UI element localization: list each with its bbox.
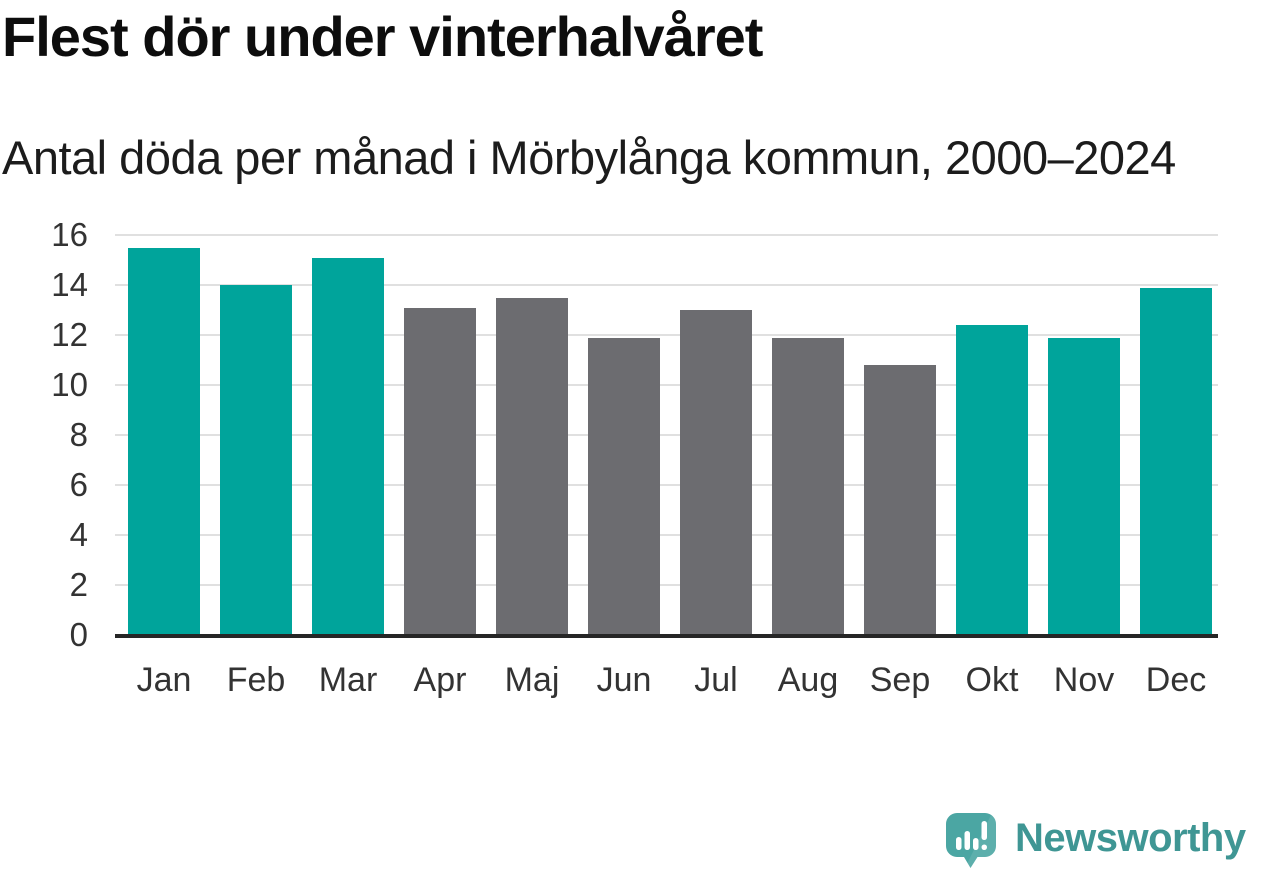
bar-jun bbox=[588, 337, 660, 635]
x-axis-line bbox=[115, 634, 1218, 638]
bar-sep bbox=[864, 365, 936, 635]
y-axis-tick-label: 0 bbox=[69, 616, 88, 653]
newsworthy-bubble-bar-chart-icon bbox=[946, 813, 996, 868]
y-axis-tick-label: 14 bbox=[51, 266, 88, 303]
newsworthy-logo: Newsworthy bbox=[945, 812, 1246, 870]
gridline bbox=[115, 534, 1218, 536]
bar-dec bbox=[1140, 287, 1212, 635]
bar-jan bbox=[128, 247, 200, 635]
y-axis-tick-label: 12 bbox=[51, 316, 88, 353]
y-axis-tick-label: 10 bbox=[51, 366, 88, 403]
gridline bbox=[115, 234, 1218, 236]
gridline bbox=[115, 384, 1218, 386]
gridline bbox=[115, 584, 1218, 586]
bar-mar bbox=[312, 257, 384, 635]
y-axis-tick-label: 4 bbox=[69, 516, 88, 553]
x-axis-label-maj: Maj bbox=[504, 661, 560, 699]
gridline bbox=[115, 484, 1218, 486]
chart-subtitle: Antal döda per månad i Mörbylånga kommun… bbox=[2, 131, 1176, 184]
chart-title: Flest dör under vinterhalvåret bbox=[2, 5, 763, 68]
bar-feb bbox=[220, 285, 292, 635]
x-axis-label-aug: Aug bbox=[777, 661, 839, 699]
x-axis-label-jul: Jul bbox=[694, 661, 738, 699]
y-axis-tick-label: 2 bbox=[69, 566, 88, 603]
x-axis-label-okt: Okt bbox=[965, 661, 1019, 699]
x-axis-label-sep: Sep bbox=[869, 661, 931, 699]
x-axis-label-nov: Nov bbox=[1053, 661, 1115, 699]
bar-nov bbox=[1048, 337, 1120, 635]
gridline bbox=[115, 334, 1218, 336]
x-axis-label-feb: Feb bbox=[226, 661, 286, 699]
gridline bbox=[115, 434, 1218, 436]
bar-apr bbox=[404, 307, 476, 635]
bar-okt bbox=[956, 325, 1028, 635]
y-axis-tick-label: 8 bbox=[69, 416, 88, 453]
x-axis-label-mar: Mar bbox=[318, 661, 378, 699]
x-axis-label-apr: Apr bbox=[413, 661, 467, 699]
newsworthy-logo-text: Newsworthy bbox=[1015, 815, 1246, 860]
bar-jul bbox=[680, 310, 752, 635]
gridline bbox=[115, 284, 1218, 286]
y-axis-tick-label: 6 bbox=[69, 466, 88, 503]
bar-maj bbox=[496, 297, 568, 635]
x-axis-label-jan: Jan bbox=[136, 661, 192, 699]
y-axis-tick-label: 16 bbox=[51, 216, 88, 253]
bar-aug bbox=[772, 337, 844, 635]
x-axis-label-dec: Dec bbox=[1145, 661, 1207, 699]
x-axis-label-jun: Jun bbox=[596, 661, 652, 699]
